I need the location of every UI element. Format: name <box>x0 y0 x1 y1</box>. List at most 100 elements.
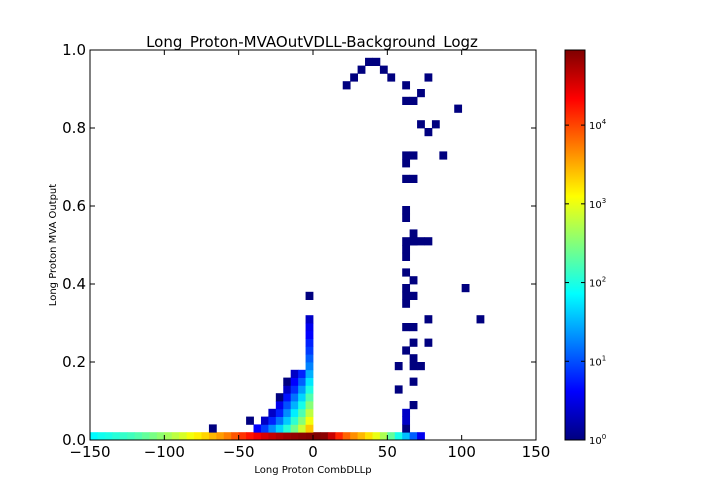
heatmap-cell <box>372 432 381 441</box>
heatmap-cell <box>387 73 396 82</box>
heatmap-cell <box>350 73 358 82</box>
x-tick-label: 100 <box>447 443 476 461</box>
heatmap-cell <box>431 120 440 129</box>
heatmap-cell <box>342 81 351 90</box>
y-axis: 0.0 0.2 0.4 0.6 0.8 1.0 <box>62 41 536 449</box>
heatmap-cell <box>305 362 314 371</box>
heatmap-cell <box>409 323 418 332</box>
heatmap-cell <box>149 432 158 441</box>
heatmap-cell <box>402 291 411 300</box>
heatmap-cell <box>164 432 173 441</box>
x-tick-label: 150 <box>522 443 551 461</box>
y-axis-title: Long Proton MVA Output <box>48 184 59 306</box>
heatmap-cell <box>409 401 418 410</box>
heatmap-cell <box>335 432 344 441</box>
heatmap-cell <box>208 432 217 441</box>
heatmap-cell <box>402 213 411 222</box>
y-tick-label: 0.2 <box>62 353 86 371</box>
heatmap-cell <box>290 385 299 394</box>
heatmap-cells <box>90 57 485 441</box>
heatmap-cell <box>290 401 299 410</box>
heatmap-cell <box>305 338 314 347</box>
heatmap-cell <box>305 330 314 339</box>
heatmap-cell <box>171 432 180 441</box>
heatmap-cell <box>298 385 306 394</box>
heatmap-cell <box>417 432 425 441</box>
heatmap-cell <box>305 291 314 300</box>
heatmap-cell <box>283 377 292 386</box>
heatmap-cell <box>290 369 299 378</box>
heatmap-cell <box>260 432 269 441</box>
heatmap-cell <box>283 424 292 433</box>
heatmap-cell <box>268 416 277 425</box>
heatmap-cell <box>365 57 373 66</box>
heatmap-cell <box>409 362 418 371</box>
x-tick-label: −150 <box>69 443 110 461</box>
heatmap-cell <box>379 65 388 74</box>
heatmap-cell <box>417 89 425 98</box>
heatmap-cell <box>372 57 381 66</box>
colorbar-tick-label: 101 <box>589 354 606 368</box>
heatmap-cell <box>290 416 299 425</box>
heatmap-cell <box>305 401 314 410</box>
heatmap-cell <box>134 432 143 441</box>
heatmap-cell <box>298 408 306 417</box>
heatmap-cell <box>142 432 150 441</box>
heatmap-cell <box>127 432 135 441</box>
y-tick-label: 0.8 <box>62 119 86 137</box>
heatmap-cell <box>409 174 418 183</box>
heatmap-cell <box>275 424 284 433</box>
heatmap-cell <box>223 432 232 441</box>
heatmap-cell <box>156 432 165 441</box>
colorbar-gradient <box>564 49 586 441</box>
heatmap-cell <box>409 354 418 363</box>
heatmap-cell <box>283 393 292 402</box>
heatmap-cell <box>298 401 306 410</box>
plot-area <box>89 49 537 441</box>
heatmap-cell <box>298 377 306 386</box>
heatmap-cell <box>417 120 425 129</box>
heatmap-cell <box>179 432 188 441</box>
heatmap-cell <box>208 424 217 433</box>
heatmap-cell <box>402 424 411 433</box>
heatmap-cell <box>402 237 411 246</box>
heatmap-cell <box>275 401 284 410</box>
heatmap-cell <box>313 432 321 441</box>
x-tick-label: 50 <box>378 443 397 461</box>
heatmap-cell <box>260 416 269 425</box>
colorbar: 100 101 102 103 104 <box>564 49 607 447</box>
heatmap-cell <box>305 432 314 441</box>
heatmap-cell <box>305 323 314 332</box>
heatmap-cell <box>402 159 411 168</box>
y-tick-label: 1.0 <box>62 41 86 59</box>
heatmap-cell <box>194 432 202 441</box>
heatmap-cell <box>305 385 314 394</box>
heatmap-cell <box>424 338 433 347</box>
heatmap-cell <box>402 432 411 441</box>
heatmap-cell <box>290 432 299 441</box>
heatmap-cell <box>402 81 411 90</box>
heatmap-cell <box>365 432 373 441</box>
heatmap-cell <box>305 393 314 402</box>
y-tick-label: 0.0 <box>62 431 86 449</box>
y-tick-label: 0.6 <box>62 197 86 215</box>
heatmap-cell <box>305 315 314 324</box>
heatmap-cell <box>305 408 314 417</box>
x-tick-label: −50 <box>223 443 255 461</box>
heatmap-cell <box>402 96 411 105</box>
heatmap-cell <box>320 432 329 441</box>
heatmap-cell <box>275 393 284 402</box>
heatmap-cell <box>409 291 418 300</box>
x-tick-label: −100 <box>144 443 185 461</box>
heatmap-cell <box>305 369 314 378</box>
colorbar-tick-label: 102 <box>589 276 606 290</box>
heatmap-cell <box>298 393 306 402</box>
heatmap-cell <box>283 401 292 410</box>
heatmap-cell <box>402 245 411 254</box>
heatmap-cell <box>305 354 314 363</box>
heatmap-cell <box>454 104 463 113</box>
colorbar-tick-label: 104 <box>589 118 607 132</box>
heatmap-cell <box>201 432 210 441</box>
heatmap-cell <box>424 237 433 246</box>
heatmap-cell <box>97 432 106 441</box>
